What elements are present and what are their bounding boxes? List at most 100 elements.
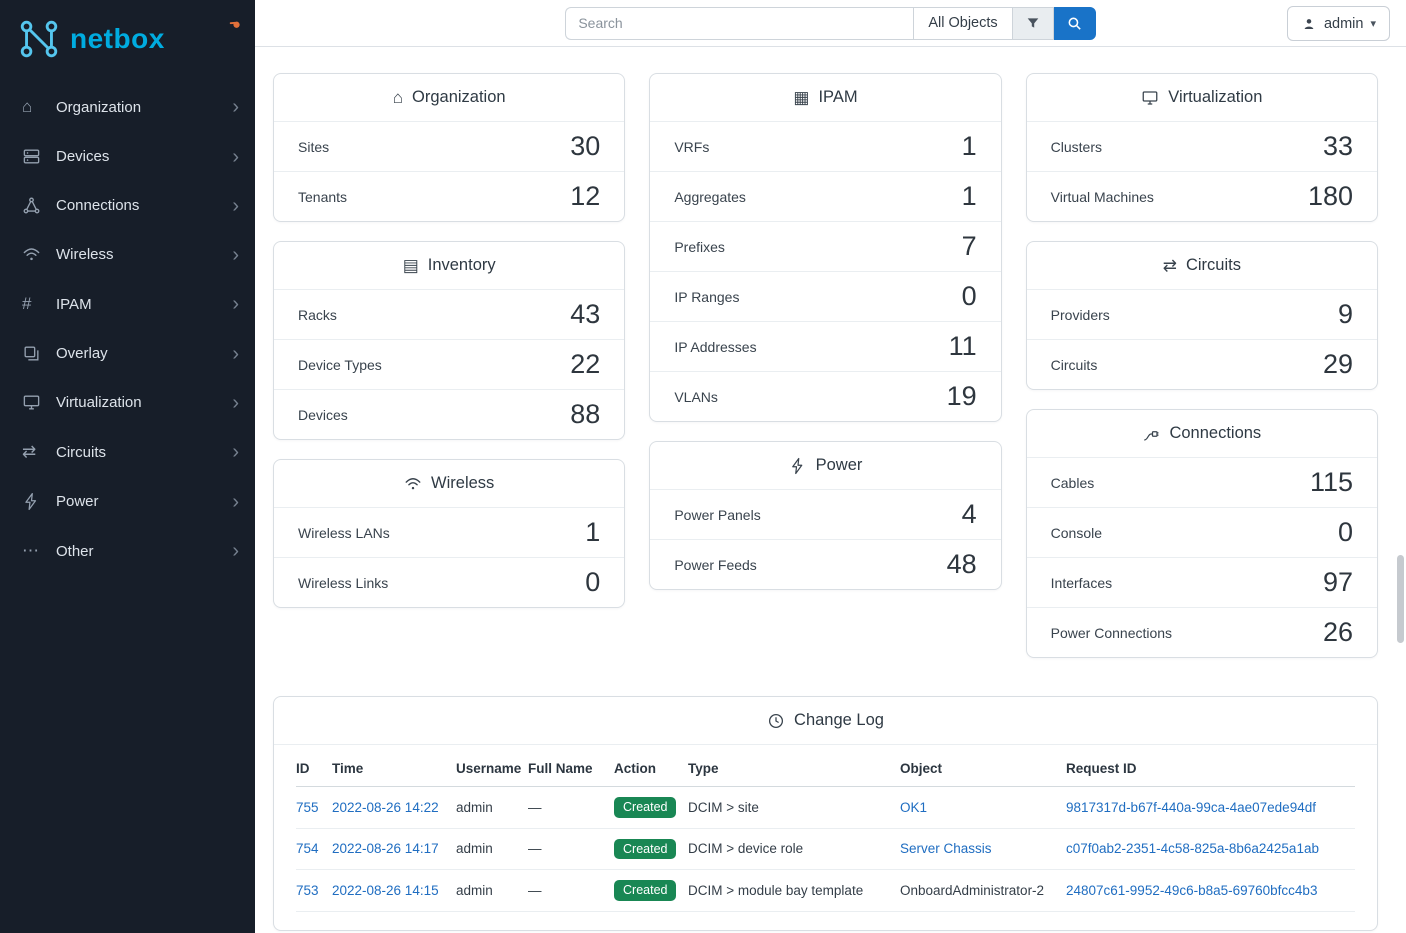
stat-value-link[interactable]: 12 bbox=[570, 181, 601, 211]
column-header-object[interactable]: Object bbox=[900, 751, 1066, 787]
stat-value-link[interactable]: 33 bbox=[1322, 131, 1353, 161]
stat-value-link[interactable]: 26 bbox=[1322, 617, 1353, 647]
column-header-action[interactable]: Action bbox=[614, 751, 688, 787]
pin-icon[interactable] bbox=[226, 18, 241, 38]
stat-label: IP Ranges bbox=[674, 288, 740, 305]
stat-row: IP Addresses 11 bbox=[650, 321, 1001, 371]
changelog-id-link[interactable]: 753 bbox=[296, 882, 319, 898]
stat-value-link[interactable]: 0 bbox=[585, 567, 601, 597]
stat-value-link[interactable]: 88 bbox=[570, 399, 601, 429]
sidebar-item-ipam[interactable]: # IPAM › bbox=[0, 279, 255, 329]
chevron-right-icon: › bbox=[232, 490, 239, 513]
stat-value-link[interactable]: 29 bbox=[1322, 349, 1353, 379]
stat-row: Sites 30 bbox=[274, 122, 624, 171]
vertical-scrollbar[interactable] bbox=[1397, 555, 1404, 643]
search-input[interactable] bbox=[565, 6, 914, 40]
stat-value-link[interactable]: 180 bbox=[1307, 181, 1353, 211]
stat-label: Device Types bbox=[298, 356, 382, 373]
changelog-time-link[interactable]: 2022-08-26 14:15 bbox=[332, 882, 439, 898]
stat-value-link[interactable]: 19 bbox=[946, 381, 977, 411]
column-header-time[interactable]: Time bbox=[332, 751, 456, 787]
stat-value-link[interactable]: 11 bbox=[948, 331, 977, 361]
stat-row: Cables 115 bbox=[1027, 458, 1377, 507]
stat-label: VLANs bbox=[674, 388, 718, 405]
search-button[interactable] bbox=[1053, 6, 1096, 40]
sidebar-item-wireless[interactable]: Wireless › bbox=[0, 230, 255, 279]
sidebar-item-devices[interactable]: Devices › bbox=[0, 132, 255, 181]
sidebar-item-connections[interactable]: Connections › bbox=[0, 181, 255, 230]
stat-value-link[interactable]: 43 bbox=[570, 299, 601, 329]
column-header-id[interactable]: ID bbox=[296, 751, 332, 787]
column-header-request-id[interactable]: Request ID bbox=[1066, 751, 1355, 787]
stat-value-link[interactable]: 7 bbox=[961, 231, 977, 261]
stat-value-link[interactable]: 48 bbox=[946, 549, 977, 579]
changelog-request-link[interactable]: 9817317d-b67f-440a-99ca-4ae07ede94df bbox=[1066, 799, 1316, 815]
stat-label: Circuits bbox=[1050, 356, 1098, 373]
user-name: admin bbox=[1323, 15, 1364, 32]
column-header-fullname[interactable]: Full Name bbox=[528, 751, 614, 787]
changelog-request-link[interactable]: c07f0ab2-2351-4c58-825a-8b6a2425a1ab bbox=[1066, 841, 1319, 857]
stat-row: IP Ranges 0 bbox=[650, 271, 1001, 321]
funnel-icon bbox=[1027, 18, 1038, 28]
stat-value-link[interactable]: 0 bbox=[1337, 517, 1353, 547]
stat-value-link[interactable]: 9 bbox=[1337, 299, 1353, 329]
stat-value-link[interactable]: 115 bbox=[1309, 467, 1353, 497]
stat-value-link[interactable]: 1 bbox=[961, 181, 977, 211]
changelog-time-link[interactable]: 2022-08-26 14:22 bbox=[332, 799, 439, 815]
column-header-type[interactable]: Type bbox=[688, 751, 900, 787]
stat-row: Device Types 22 bbox=[274, 339, 625, 389]
card-header: ⇄ Circuits bbox=[1026, 242, 1377, 290]
chevron-right-icon: › bbox=[232, 293, 239, 315]
topbar: All Objects admin ▾ bbox=[255, 0, 1406, 47]
netbox-logo[interactable]: netbox bbox=[16, 16, 165, 62]
changelog-object-link[interactable]: Server Chassis bbox=[900, 841, 992, 857]
sidebar-item-other[interactable]: ⋯ Other › bbox=[0, 526, 255, 576]
stat-label: Virtual Machines bbox=[1050, 188, 1154, 205]
table-row: 753 2022-08-26 14:15 admin — Created DCI… bbox=[296, 869, 1355, 912]
stat-value-link[interactable]: 1 bbox=[585, 517, 601, 547]
stat-label: Wireless Links bbox=[298, 574, 389, 591]
sidebar-item-label: Other bbox=[56, 542, 94, 560]
circuits-icon: ⇄ bbox=[22, 442, 37, 461]
netbox-logo-icon bbox=[20, 20, 58, 58]
column-header-username[interactable]: Username bbox=[456, 751, 528, 787]
stat-value-link[interactable]: 1 bbox=[961, 131, 977, 161]
sidebar-nav: ⌂ Organization › Devices › Connections ›… bbox=[0, 82, 255, 576]
stat-label: Cables bbox=[1050, 474, 1095, 491]
object-type-dropdown[interactable]: All Objects bbox=[913, 6, 1013, 40]
card-header: Virtualization bbox=[1026, 74, 1377, 122]
changelog-request-link[interactable]: 24807c61-9952-49c6-b8a5-69760bfcc4b3 bbox=[1066, 882, 1318, 898]
changelog-time-link[interactable]: 2022-08-26 14:17 bbox=[332, 841, 439, 857]
user-menu-button[interactable]: admin ▾ bbox=[1286, 6, 1390, 41]
card-connections: Connections Cables 115 Console 0 Interfa… bbox=[1025, 409, 1378, 658]
card-title: Circuits bbox=[1185, 256, 1241, 274]
sidebar-item-virtualization[interactable]: Virtualization › bbox=[0, 378, 255, 427]
sidebar-item-overlay[interactable]: Overlay › bbox=[0, 329, 255, 378]
sidebar-item-organization[interactable]: ⌂ Organization › bbox=[0, 82, 255, 132]
stat-label: Wireless LANs bbox=[298, 524, 390, 541]
sidebar-item-power[interactable]: Power › bbox=[0, 477, 255, 526]
dashboard-column-1: ⌂ Organization Sites 30 Tenants 12 ▤ bbox=[273, 73, 626, 608]
stat-value-link[interactable]: 97 bbox=[1322, 567, 1353, 597]
stat-label: Power Connections bbox=[1050, 624, 1173, 641]
changelog-id-link[interactable]: 754 bbox=[296, 841, 319, 857]
stat-value-link[interactable]: 30 bbox=[570, 131, 601, 161]
stat-label: Aggregates bbox=[674, 188, 746, 205]
stat-value-link[interactable]: 4 bbox=[961, 499, 977, 529]
stat-row: Interfaces 97 bbox=[1026, 557, 1377, 607]
stat-row: Prefixes 7 bbox=[650, 221, 1001, 271]
stat-row: Providers 9 bbox=[1027, 290, 1377, 339]
chevron-right-icon: › bbox=[232, 243, 239, 266]
stat-row: Circuits 29 bbox=[1026, 339, 1377, 389]
changelog-id-link[interactable]: 755 bbox=[296, 799, 319, 815]
filter-button[interactable] bbox=[1012, 6, 1054, 40]
stat-value-link[interactable]: 0 bbox=[961, 281, 977, 311]
changelog-object-link[interactable]: OK1 bbox=[900, 799, 928, 815]
stat-row: Virtual Machines 180 bbox=[1026, 171, 1377, 221]
sidebar-item-circuits[interactable]: ⇄ Circuits › bbox=[0, 427, 255, 477]
stat-value-link[interactable]: 22 bbox=[570, 349, 601, 379]
wifi-icon bbox=[405, 477, 421, 489]
stat-row: VLANs 19 bbox=[650, 371, 1001, 421]
search-icon bbox=[1068, 17, 1081, 30]
stat-label: IP Addresses bbox=[674, 338, 757, 355]
